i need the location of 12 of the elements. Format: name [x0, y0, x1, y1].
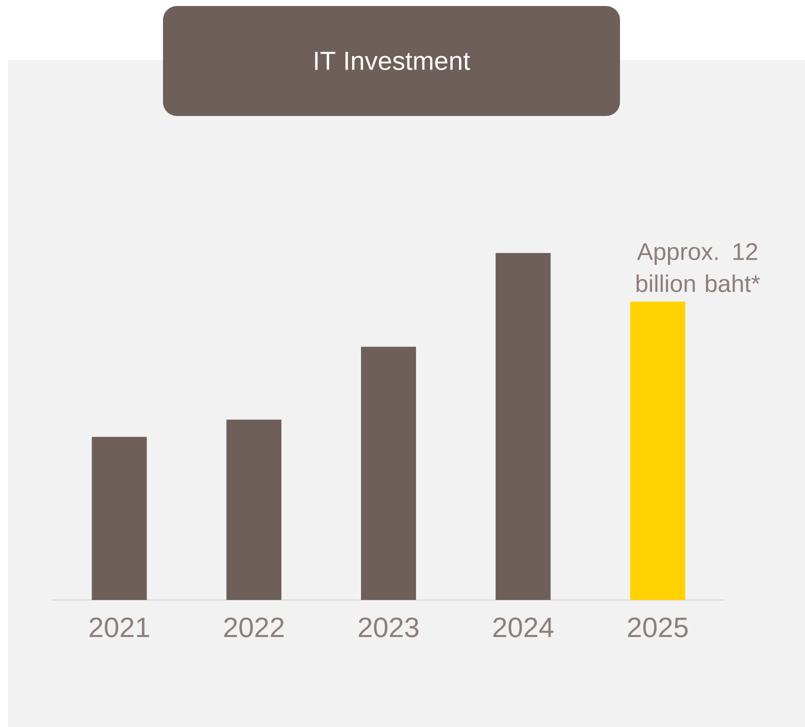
bar	[496, 253, 551, 600]
chart-title: IT Investment	[315, 52, 470, 70]
bar	[226, 420, 282, 600]
annotation: Approx. 12 billion baht*	[636, 243, 760, 292]
x-tick-label: 2024	[493, 618, 554, 638]
bar	[361, 346, 416, 600]
x-tick-label: 2023	[358, 618, 418, 638]
x-tick-label: 2022	[224, 618, 284, 638]
bar	[630, 302, 686, 600]
x-tick-label: 2025	[628, 618, 688, 638]
x-tick-label: 2021	[90, 618, 150, 638]
bar	[92, 436, 147, 600]
